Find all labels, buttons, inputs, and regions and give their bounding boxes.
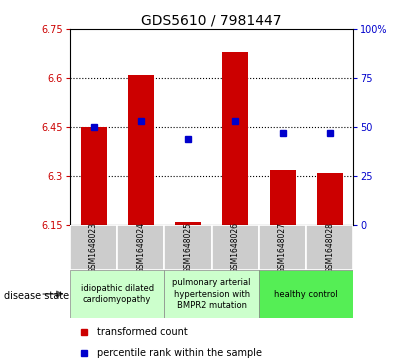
Text: GSM1648024: GSM1648024 <box>136 222 145 273</box>
Text: percentile rank within the sample: percentile rank within the sample <box>97 347 262 358</box>
Bar <box>212 225 259 270</box>
Bar <box>70 270 164 318</box>
Bar <box>128 75 154 225</box>
Bar <box>222 52 248 225</box>
Bar <box>70 225 117 270</box>
Text: disease state: disease state <box>4 291 69 301</box>
Text: transformed count: transformed count <box>97 327 188 337</box>
Bar <box>164 225 212 270</box>
Bar <box>317 173 343 225</box>
Bar <box>164 270 259 318</box>
Text: idiopathic dilated
cardiomyopathy: idiopathic dilated cardiomyopathy <box>81 284 154 304</box>
Title: GDS5610 / 7981447: GDS5610 / 7981447 <box>141 14 282 28</box>
Bar <box>175 222 201 225</box>
Text: GSM1648028: GSM1648028 <box>326 222 334 273</box>
Bar <box>117 225 164 270</box>
Text: healthy control: healthy control <box>275 290 338 298</box>
Text: GSM1648025: GSM1648025 <box>184 222 192 273</box>
Bar <box>306 225 353 270</box>
Text: GSM1648027: GSM1648027 <box>278 222 287 273</box>
Text: pulmonary arterial
hypertension with
BMPR2 mutation: pulmonary arterial hypertension with BMP… <box>173 278 251 310</box>
Bar <box>81 127 106 225</box>
Bar <box>270 170 296 225</box>
Bar <box>259 270 353 318</box>
Bar <box>259 225 306 270</box>
Text: GSM1648026: GSM1648026 <box>231 222 240 273</box>
Text: GSM1648023: GSM1648023 <box>89 222 98 273</box>
